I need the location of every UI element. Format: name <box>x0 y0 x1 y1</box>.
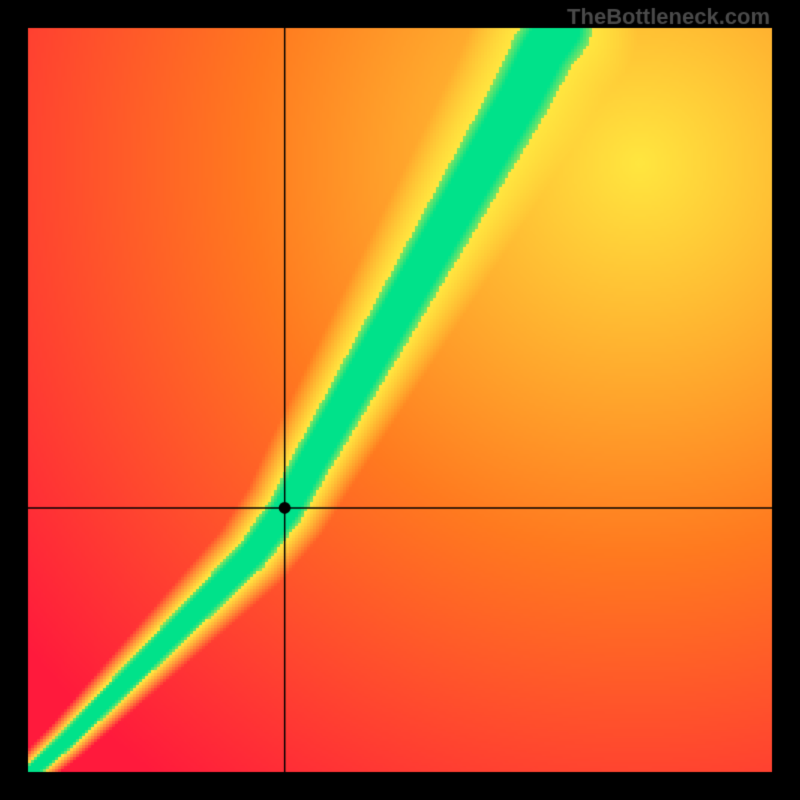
bottleneck-heatmap <box>0 0 800 800</box>
heatmap-canvas <box>0 0 800 800</box>
